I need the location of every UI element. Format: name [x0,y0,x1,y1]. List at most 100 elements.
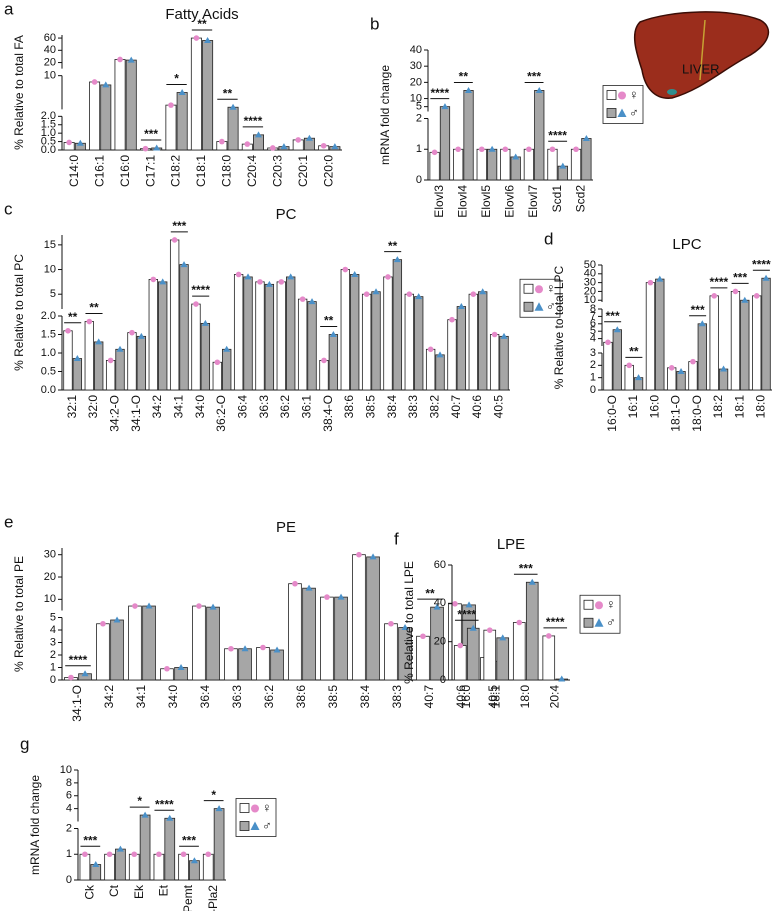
point [549,146,556,153]
bar [525,581,539,681]
point [470,291,477,298]
y-tick-label: 6 [590,318,596,330]
y-tick-label: 3 [590,347,596,359]
bar [667,367,677,391]
point [441,103,449,110]
y-tick-label: 0 [590,384,596,396]
point [455,146,461,153]
bar [478,291,488,391]
point [499,634,507,641]
bar [288,583,302,681]
x-tick-label: 16:1 [626,395,640,419]
point [321,357,327,364]
point [209,603,217,610]
x-tick-label: C18:2 [169,155,183,187]
bar [213,808,225,881]
point [613,326,621,333]
x-tick-label: 18:2 [711,395,725,419]
significance-label: **** [548,128,567,142]
y-axis-title: mRNA fold change [378,65,392,165]
y-tick-label: 1.0 [41,127,56,139]
x-tick-label: 34:1 [134,685,148,709]
x-tick-label: 34:1 [172,395,186,419]
x-tick-label: 36:4 [236,395,250,419]
bar [178,853,189,881]
x-tick-label: 34:0 [166,685,180,709]
bar [676,371,686,391]
bar [340,269,350,391]
point [491,331,498,338]
point [127,56,135,63]
x-tick-label: Ck [83,884,97,900]
bar [697,323,707,391]
legend-swatch [523,301,534,312]
point [385,274,391,280]
point [388,620,394,627]
y-tick-label: 2.0 [41,110,56,122]
x-tick-label: 34:2-O [108,395,122,432]
x-tick-label: C17:1 [143,155,157,187]
x-tick-label: C14:0 [67,155,81,187]
y-tick-label: 10 [44,263,56,275]
bar [202,853,214,881]
point [113,616,121,623]
bar [384,623,398,681]
point [91,79,98,85]
y-tick-label: 40 [584,268,596,280]
point [177,664,185,670]
y-tick-label: 8 [66,777,72,789]
bar [371,291,381,391]
point [193,35,200,41]
bar [570,148,582,181]
bar [483,629,497,681]
x-tick-label: Pemt [181,884,195,911]
bar [164,817,176,881]
legend-label: ♀ [606,597,616,612]
bar [105,359,116,391]
x-tick-label: 18:1 [732,395,746,419]
significance-label: **** [430,86,449,100]
significance-label: *** [144,127,158,141]
x-tick-label: 38:3 [406,395,420,419]
significance-label: * [174,72,179,86]
x-tick-label: Et [157,884,171,896]
significance-label: **** [69,653,88,667]
significance-label: *** [606,309,620,323]
x-tick-label: 38:4-O [321,395,335,432]
y-tick-label: 20 [44,571,56,583]
point [324,594,330,600]
significance-label: *** [182,833,196,847]
significance-label: **** [155,797,174,811]
y-tick-label: 1.0 [41,347,56,359]
point [196,603,202,609]
chart-title: Fatty Acids [165,6,238,23]
liver-lobe-line [699,19,706,81]
y-tick-label: 5 [50,611,56,623]
significance-label: *** [527,70,541,84]
legend-box [579,594,621,634]
y-tick-label: 0 [50,674,56,686]
point [449,316,455,323]
y-tick-label: 4 [50,624,56,636]
point [559,162,567,169]
x-tick-label: 34:2 [102,685,116,709]
point [190,857,198,864]
point [131,851,138,858]
gallbladder [667,89,677,95]
bar [297,298,308,391]
bar [453,148,464,181]
x-tick-label: Elovl6 [503,185,517,218]
point [166,814,174,821]
x-tick-label: 40:7 [422,685,436,709]
bar [96,623,110,681]
y-axis-title: % Relative to total LPC [552,265,566,389]
legend-marker [534,302,544,311]
point [469,624,477,631]
significance-label: **** [457,607,476,621]
x-tick-label: 32:0 [86,395,100,419]
y-tick-label: 10 [410,92,422,104]
x-tick-label: 38:3 [390,685,404,709]
point [287,273,295,280]
bar [79,853,91,881]
bar [238,648,252,681]
